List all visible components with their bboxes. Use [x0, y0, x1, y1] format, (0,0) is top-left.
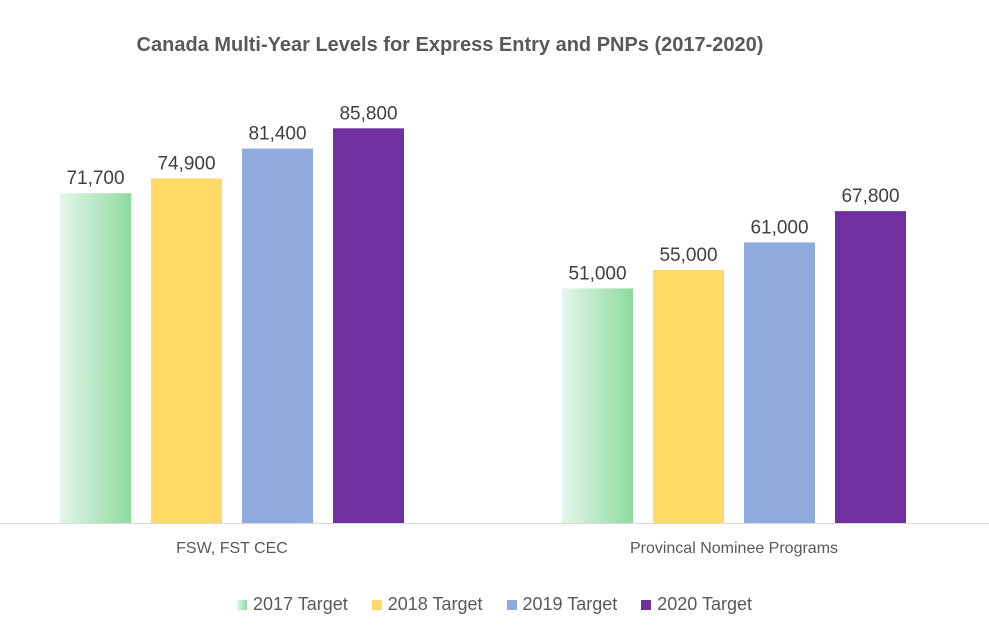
legend-label: 2019 Target — [522, 594, 618, 614]
legend-label: 2020 Target — [657, 594, 752, 614]
data-label: 81,400 — [248, 124, 306, 145]
bar-2017-target-1 — [562, 288, 633, 523]
bar-2019-target-0 — [242, 148, 313, 523]
legend-swatch — [237, 599, 247, 610]
data-label: 85,800 — [339, 103, 397, 124]
bar-2018-target-1 — [653, 270, 724, 523]
chart-title: Canada Multi-Year Levels for Express Ent… — [136, 34, 764, 56]
legend-label: 2017 Target — [253, 594, 348, 614]
data-label: 61,000 — [750, 217, 808, 238]
bar-2019-target-1 — [744, 242, 815, 523]
legend: 2017 Target 2018 Target 2019 Target 2020 Ta… — [0, 594, 989, 615]
legend-swatch — [641, 599, 652, 610]
bar-2020-target-1 — [835, 211, 906, 523]
bar-2017-target-0 — [60, 193, 131, 523]
data-label: 67,800 — [841, 186, 899, 207]
legend-item: 2019 Target — [506, 594, 618, 615]
x-tick-label: Provincal Nominee Programs — [630, 540, 838, 557]
legend-swatch — [371, 599, 382, 610]
bar-2018-target-0 — [151, 178, 222, 523]
legend-swatch — [506, 599, 517, 610]
data-label: 71,700 — [66, 168, 124, 189]
legend-item: 2018 Target — [371, 594, 483, 615]
data-label: 51,000 — [568, 263, 626, 284]
legend-item: 2017 Target — [237, 594, 348, 615]
legend-label: 2018 Target — [387, 594, 483, 614]
data-label: 74,900 — [157, 153, 215, 174]
data-label: 55,000 — [659, 245, 717, 266]
x-tick-label: FSW, FST CEC — [176, 540, 288, 557]
legend-item: 2020 Target — [641, 594, 752, 615]
bar-2020-target-0 — [333, 128, 404, 523]
